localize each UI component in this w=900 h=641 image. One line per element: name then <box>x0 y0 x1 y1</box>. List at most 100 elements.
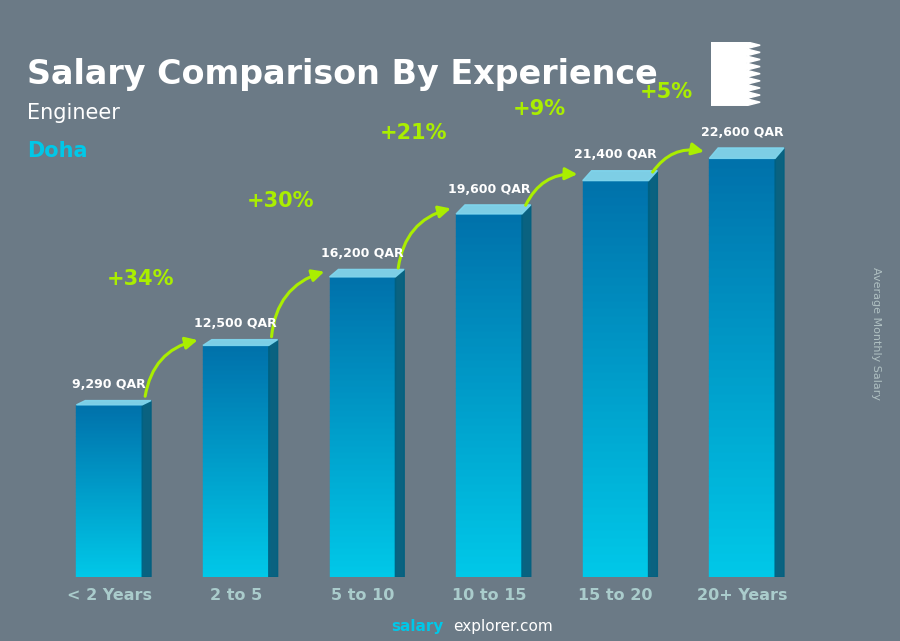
Bar <box>203 383 269 387</box>
Bar <box>709 401 775 410</box>
Bar <box>582 521 649 529</box>
Bar <box>709 242 775 251</box>
Bar <box>709 167 775 175</box>
Bar <box>76 549 142 553</box>
Bar <box>203 540 269 544</box>
Bar <box>203 466 269 470</box>
Bar <box>329 385 395 391</box>
Bar <box>203 354 269 360</box>
Bar <box>709 552 775 560</box>
Polygon shape <box>329 269 404 277</box>
Bar <box>709 200 775 208</box>
Bar <box>709 544 775 552</box>
Bar <box>76 546 142 549</box>
Bar <box>76 525 142 529</box>
Bar <box>582 529 649 537</box>
Bar <box>582 545 649 553</box>
Bar <box>709 385 775 393</box>
Bar <box>456 526 522 533</box>
Bar <box>709 158 775 167</box>
Bar <box>329 475 395 481</box>
Text: Engineer: Engineer <box>27 103 120 122</box>
Bar <box>203 461 269 466</box>
Bar <box>582 260 649 268</box>
Bar <box>203 512 269 517</box>
Polygon shape <box>709 148 784 158</box>
Bar <box>329 469 395 475</box>
Bar <box>582 387 649 395</box>
Bar <box>76 470 142 474</box>
Bar <box>456 221 522 228</box>
Bar <box>329 319 395 325</box>
Text: explorer.com: explorer.com <box>453 619 553 634</box>
Bar <box>709 334 775 342</box>
Bar <box>203 443 269 447</box>
Bar <box>709 175 775 183</box>
Text: +21%: +21% <box>379 123 446 143</box>
Bar <box>582 212 649 221</box>
Bar <box>709 443 775 451</box>
Bar <box>456 258 522 265</box>
Text: 9,290 QAR: 9,290 QAR <box>72 378 146 391</box>
Bar <box>709 376 775 385</box>
Bar <box>76 456 142 460</box>
Bar <box>329 547 395 553</box>
Bar <box>76 539 142 542</box>
Bar <box>203 489 269 494</box>
Bar <box>582 419 649 426</box>
Text: Salary Comparison By Experience: Salary Comparison By Experience <box>27 58 658 90</box>
Bar <box>582 379 649 387</box>
Bar <box>203 508 269 512</box>
Bar <box>329 433 395 439</box>
Bar <box>709 267 775 276</box>
Bar <box>582 395 649 403</box>
Bar <box>203 429 269 433</box>
Bar <box>203 401 269 406</box>
Bar <box>456 512 522 519</box>
Bar <box>456 352 522 359</box>
Bar <box>582 569 649 577</box>
Bar <box>582 474 649 482</box>
Bar <box>456 388 522 395</box>
Bar <box>456 214 522 221</box>
Bar <box>329 283 395 289</box>
Bar <box>329 457 395 463</box>
Bar <box>329 523 395 529</box>
Bar <box>329 559 395 565</box>
Bar <box>582 236 649 244</box>
Bar <box>709 342 775 351</box>
Bar <box>582 292 649 299</box>
Bar <box>76 429 142 433</box>
Bar <box>456 337 522 345</box>
Bar <box>203 424 269 429</box>
Text: 12,500 QAR: 12,500 QAR <box>194 317 277 330</box>
Polygon shape <box>395 269 404 577</box>
Bar <box>456 432 522 439</box>
Bar <box>329 553 395 559</box>
Bar <box>329 415 395 421</box>
Bar <box>203 554 269 558</box>
Bar <box>329 361 395 367</box>
Bar <box>709 418 775 426</box>
Bar <box>203 521 269 526</box>
Bar <box>582 363 649 371</box>
Bar <box>456 265 522 272</box>
Bar <box>582 553 649 561</box>
Bar <box>203 364 269 369</box>
Bar <box>76 560 142 563</box>
Bar <box>582 434 649 442</box>
Bar <box>582 561 649 569</box>
Bar <box>76 574 142 577</box>
Bar <box>456 570 522 577</box>
Bar <box>456 323 522 330</box>
Bar <box>203 415 269 419</box>
Bar <box>582 497 649 506</box>
Bar <box>203 475 269 479</box>
Bar <box>456 279 522 287</box>
Polygon shape <box>269 340 277 577</box>
Bar <box>456 540 522 548</box>
Polygon shape <box>522 205 531 577</box>
Bar <box>329 373 395 379</box>
Bar <box>76 453 142 456</box>
Bar <box>709 493 775 501</box>
